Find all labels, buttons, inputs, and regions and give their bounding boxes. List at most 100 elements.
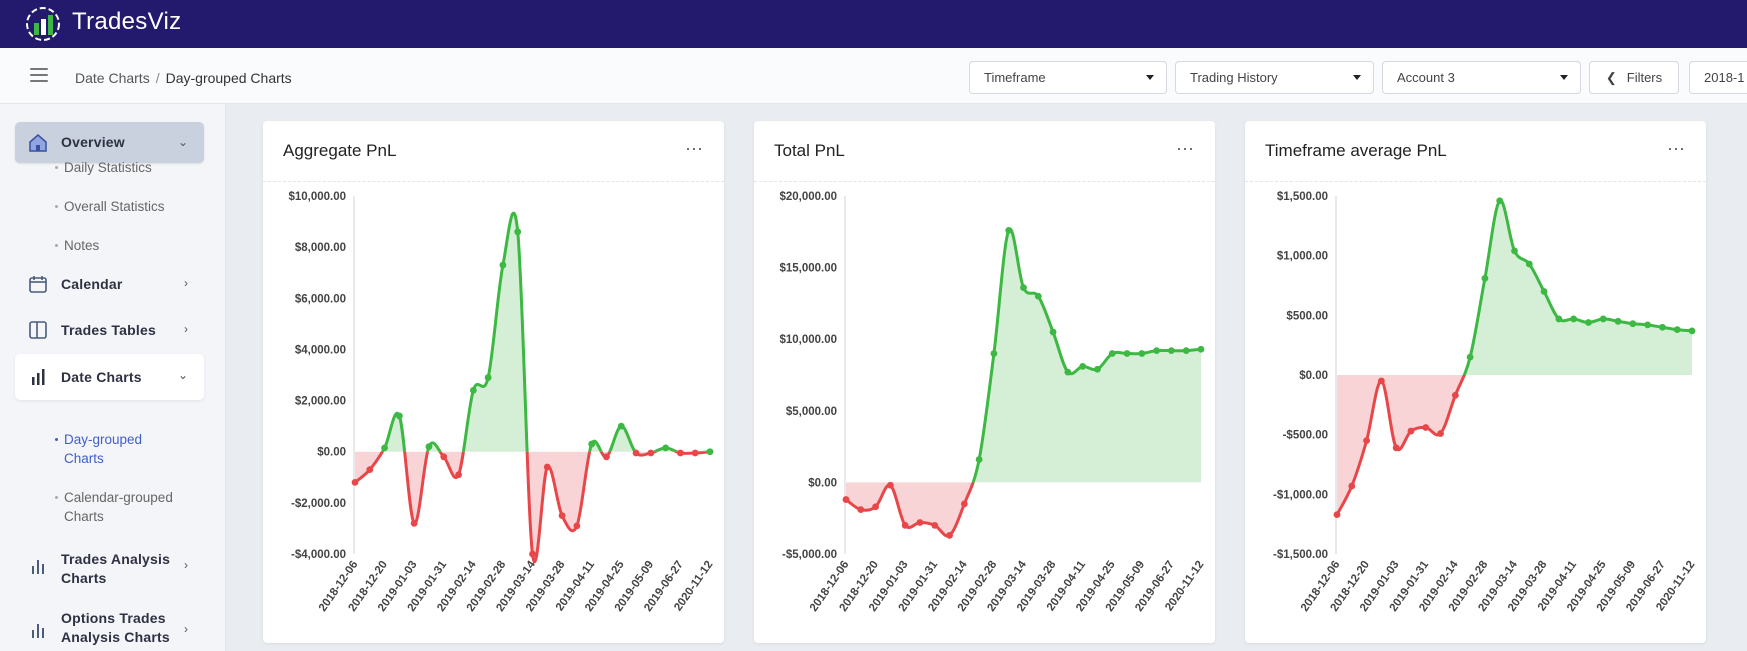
chevron-right-icon: › — [184, 622, 188, 636]
sidebar-item-overview[interactable]: Overview ⌄ — [15, 122, 204, 163]
data-point — [1182, 347, 1190, 355]
sidebar-subitem-daily-statistics[interactable]: Daily Statistics — [55, 158, 152, 177]
data-point — [1348, 482, 1356, 490]
data-point — [1540, 288, 1548, 295]
timeframe-dropdown[interactable]: Timeframe — [969, 61, 1167, 94]
data-point — [990, 350, 998, 357]
chart-card-timeframe-average-pnl: Timeframe average PnL ⋯ $1,500.00 $1,000.… — [1245, 121, 1706, 643]
app-name[interactable]: TradesViz — [72, 8, 182, 35]
data-point — [1555, 315, 1563, 323]
home-icon — [29, 134, 47, 152]
y-tick-label: -$2,000.00 — [291, 498, 346, 510]
chevron-right-icon: › — [184, 558, 188, 572]
sidebar-item-date-charts[interactable]: Date Charts ⌄ — [15, 354, 204, 400]
breadcrumb-current: Day-grouped Charts — [165, 70, 292, 86]
data-point — [1079, 363, 1087, 370]
data-point — [1168, 347, 1175, 355]
y-tick-label: $8,000.00 — [295, 242, 346, 254]
sidebar-subitem-day-grouped-charts[interactable]: Day-grouped Charts — [55, 430, 142, 468]
hamburger-menu-icon[interactable] — [30, 68, 48, 82]
data-point — [946, 531, 953, 539]
y-tick-label: $4,000.00 — [295, 344, 346, 356]
sidebar-item-trades-analysis-charts[interactable]: Trades Analysis Charts › — [15, 544, 204, 588]
data-point — [1570, 315, 1578, 323]
data-point — [558, 512, 566, 520]
sidebar-subitem-overall-statistics[interactable]: Overall Statistics — [55, 197, 165, 216]
data-point — [410, 519, 418, 527]
y-tick-label: $1,500.00 — [1277, 191, 1328, 203]
more-options-icon[interactable]: ⋯ — [1667, 139, 1686, 159]
more-options-icon[interactable]: ⋯ — [685, 139, 704, 159]
y-tick-label: $10,000.00 — [779, 334, 837, 346]
total-pnl-chart: $20,000.00 $15,000.00 $10,000.00 $5,000.00 $… — [779, 191, 1206, 614]
data-point — [1020, 284, 1027, 292]
trading-history-dropdown[interactable]: Trading History — [1175, 61, 1374, 94]
sidebar-subitem-notes[interactable]: Notes — [55, 236, 99, 255]
data-point — [1629, 320, 1637, 328]
data-point — [499, 261, 507, 269]
data-point — [691, 449, 699, 457]
sidebar-item-calendar[interactable]: Calendar › — [15, 264, 204, 304]
data-point — [351, 479, 359, 486]
data-point — [1673, 326, 1681, 334]
account-dropdown[interactable]: Account 3 — [1382, 61, 1581, 94]
y-tick-label: -$4,000.00 — [291, 549, 346, 561]
sidebar-item-options-trades-analysis-charts[interactable]: Options Trades Analysis Charts › — [15, 608, 204, 651]
breadcrumb-separator: / — [155, 70, 160, 86]
breadcrumb-parent[interactable]: Date Charts — [75, 70, 150, 86]
data-point — [1407, 427, 1415, 435]
timeframe-dropdown-label: Timeframe — [984, 70, 1046, 85]
data-point — [677, 449, 684, 457]
data-point — [662, 444, 670, 452]
data-point — [931, 521, 939, 529]
data-point — [1197, 345, 1205, 353]
bar-chart-icon — [32, 624, 44, 638]
y-tick-label: $15,000.00 — [779, 263, 837, 275]
sidebar-item-trades-tables[interactable]: Trades Tables › — [15, 310, 204, 350]
sidebar-item-label: Trades Analysis Charts — [61, 551, 171, 586]
data-point — [960, 500, 968, 508]
y-tick-label: $1,000.00 — [1277, 251, 1328, 263]
chevron-right-icon: › — [184, 322, 188, 336]
data-point — [1034, 292, 1042, 300]
series-line-positive — [380, 211, 711, 452]
y-tick-label: $0.00 — [317, 447, 346, 459]
caret-down-icon — [1560, 75, 1568, 80]
calendar-icon — [29, 276, 47, 293]
sidebar-item-label: Trades Tables — [61, 322, 156, 338]
negative-area — [355, 451, 710, 562]
data-point — [872, 503, 879, 511]
top-navbar: TradesViz — [0, 0, 1747, 48]
data-point — [916, 519, 924, 526]
data-point — [1599, 315, 1607, 323]
account-dropdown-label: Account 3 — [1397, 70, 1455, 85]
y-tick-label: -$1,500.00 — [1273, 549, 1328, 561]
y-tick-label: $500.00 — [1286, 310, 1328, 322]
sidebar-item-label: Options Trades Analysis Charts — [61, 610, 170, 645]
aggregate-pnl-chart: $10,000.00 $8,000.00 $6,000.00 $4,000.00 $2,… — [288, 191, 715, 614]
chevron-left-icon: ❮ — [1605, 69, 1617, 85]
data-point — [381, 444, 388, 452]
timeframe-average-pnl-chart: $1,500.00 $1,000.00 $500.00 $0.00 -$500.00 -$… — [1273, 191, 1697, 614]
sidebar-item-label: Overview — [61, 134, 125, 150]
data-point — [425, 443, 433, 450]
chart-title: Timeframe average PnL — [1265, 141, 1447, 160]
more-options-icon[interactable]: ⋯ — [1176, 139, 1195, 159]
data-point — [706, 448, 714, 456]
tradesviz-logo-icon[interactable] — [24, 5, 62, 43]
data-point — [1659, 323, 1666, 331]
data-point — [1123, 350, 1131, 357]
data-point — [886, 481, 894, 489]
data-point — [543, 463, 551, 471]
sidebar-item-label: Date Charts — [61, 369, 142, 385]
data-point — [1138, 350, 1146, 357]
sidebar-subitem-calendar-grouped-charts[interactable]: Calendar-grouped Charts — [55, 488, 173, 526]
filters-button[interactable]: ❮ Filters — [1589, 61, 1679, 94]
date-range-button[interactable]: 2018-1 — [1689, 61, 1747, 94]
data-point — [1422, 424, 1430, 431]
caret-down-icon — [1353, 75, 1361, 80]
table-icon — [29, 321, 47, 339]
data-point — [1377, 377, 1385, 385]
data-point — [1525, 260, 1533, 268]
data-point — [366, 466, 374, 474]
